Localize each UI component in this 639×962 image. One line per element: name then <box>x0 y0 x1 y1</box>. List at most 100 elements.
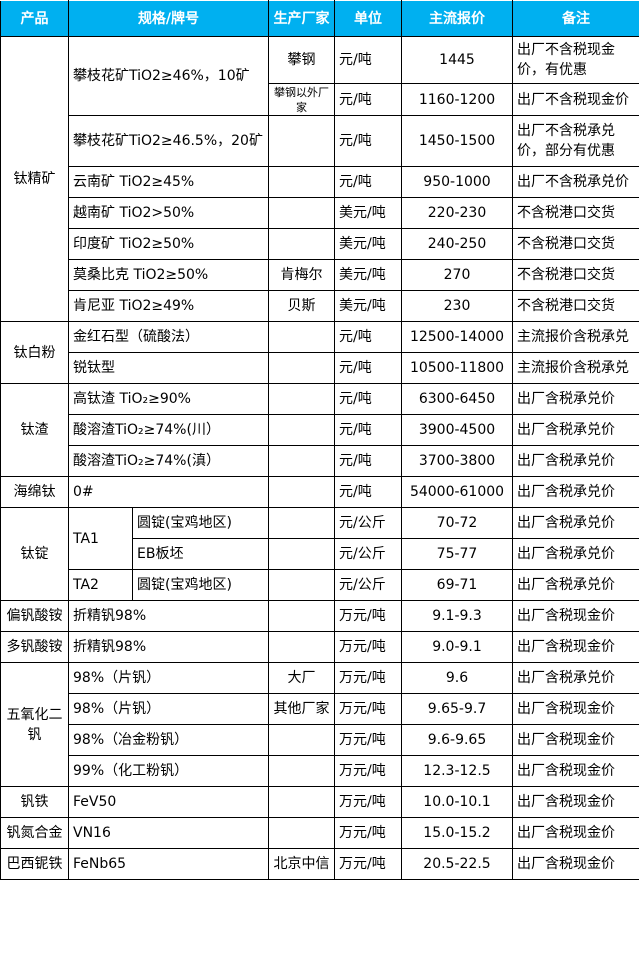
product-cell: 钒铁 <box>0 786 69 818</box>
table-row: EB板坯 元/公斤 75-77 出厂含税承兑价 <box>1 538 639 570</box>
unit-cell: 万元/吨 <box>334 724 402 756</box>
remark-cell: 出厂含税现金价 <box>512 724 639 756</box>
manufacturer-cell <box>268 538 335 570</box>
price-cell: 54000-61000 <box>401 476 513 508</box>
remark-cell: 出厂含税承兑价 <box>512 445 639 477</box>
table-row: 锐钛型 元/吨 10500-11800 主流报价含税承兑 <box>1 352 639 384</box>
price-cell: 10500-11800 <box>401 352 513 384</box>
table-row: 酸溶渣TiO₂≥74%(川） 元/吨 3900-4500 出厂含税承兑价 <box>1 414 639 446</box>
spec-cell: 圆锭(宝鸡地区) <box>132 569 269 601</box>
price-cell: 9.65-9.7 <box>401 693 513 725</box>
header-manufacturer: 生产厂家 <box>268 0 335 37</box>
spec-cell: 酸溶渣TiO₂≥74%(滇） <box>68 445 269 477</box>
manufacturer-cell <box>268 445 335 477</box>
table-row: 五氧化二钒 98%（片钒） 大厂 万元/吨 9.6 出厂含税承兑价 <box>0 662 639 787</box>
remark-cell: 不含税港口交货 <box>512 228 639 260</box>
unit-cell: 万元/吨 <box>334 693 402 725</box>
manufacturer-cell <box>268 786 335 818</box>
header-product: 产品 <box>0 0 69 37</box>
manufacturer-cell: 其他厂家 <box>268 693 335 725</box>
spec-cell: 99%（化工粉钒） <box>68 755 269 787</box>
manufacturer-cell <box>268 383 335 415</box>
remark-cell: 出厂含税承兑价 <box>512 414 639 446</box>
product-cell: 钒氮合金 <box>0 817 69 849</box>
spec-cell: EB板坯 <box>132 538 269 570</box>
remark-cell: 出厂不含税承兑价，部分有优惠 <box>512 115 639 167</box>
remark-cell: 出厂含税现金价 <box>512 817 639 849</box>
unit-cell: 美元/吨 <box>334 259 402 291</box>
table-row: 攀钢以外厂家 元/吨 1160-1200 出厂不含税现金价 <box>1 83 639 116</box>
table-row: 莫桑比克 TiO2≥50% 肯梅尔 美元/吨 270 不含税港口交货 <box>1 259 639 291</box>
table-header-row: 产品 规格/牌号 生产厂家 单位 主流报价 备注 <box>0 0 639 37</box>
price-cell: 69-71 <box>401 569 513 601</box>
unit-cell: 元/公斤 <box>334 507 402 539</box>
unit-cell: 万元/吨 <box>334 662 402 694</box>
price-cell: 9.1-9.3 <box>401 600 513 632</box>
spec-cell: 印度矿 TiO2≥50% <box>68 228 269 260</box>
manufacturer-cell <box>268 115 335 167</box>
price-cell: 220-230 <box>401 197 513 229</box>
product-cell: 偏钒酸铵 <box>0 600 69 632</box>
header-remark: 备注 <box>512 0 639 37</box>
header-unit: 单位 <box>334 0 402 37</box>
manufacturer-cell <box>268 817 335 849</box>
unit-cell: 元/吨 <box>334 414 402 446</box>
product-cell: 钛精矿 <box>0 36 69 322</box>
manufacturer-cell <box>268 600 335 632</box>
manufacturer-cell <box>268 228 335 260</box>
remark-cell: 出厂含税现金价 <box>512 848 639 880</box>
manufacturer-cell <box>268 569 335 601</box>
manufacturer-cell <box>268 321 335 353</box>
unit-cell: 元/吨 <box>334 476 402 508</box>
price-cell: 70-72 <box>401 507 513 539</box>
spec-cell: 攀枝花矿TiO2≥46.5%，20矿 <box>68 115 269 167</box>
manufacturer-cell <box>268 476 335 508</box>
price-cell: 230 <box>401 290 513 322</box>
product-cell: 巴西铌铁 <box>0 848 69 880</box>
table-row: 酸溶渣TiO₂≥74%(滇） 元/吨 3700-3800 出厂含税承兑价 <box>1 445 639 477</box>
unit-cell: 元/吨 <box>334 445 402 477</box>
manufacturer-cell: 攀钢以外厂家 <box>268 83 335 116</box>
product-cell: 钛白粉 <box>0 321 69 384</box>
header-spec: 规格/牌号 <box>68 0 269 37</box>
table-row: 钛锭 TA1 圆锭(宝鸡地区) 元/公斤 70-72 出厂含税承兑价 <box>0 507 639 601</box>
spec-cell: 高钛渣 TiO₂≥90% <box>68 383 269 415</box>
table-row: 钒氮合金 VN16 万元/吨 15.0-15.2 出厂含税现金价 <box>0 817 639 849</box>
remark-cell: 出厂不含税承兑价 <box>512 166 639 198</box>
product-cell: 五氧化二钒 <box>0 662 69 787</box>
price-cell: 1450-1500 <box>401 115 513 167</box>
manufacturer-cell <box>268 507 335 539</box>
spec-cell: 锐钛型 <box>68 352 269 384</box>
price-cell: 75-77 <box>401 538 513 570</box>
unit-cell: 元/吨 <box>334 383 402 415</box>
table-row: 钒铁 FeV50 万元/吨 10.0-10.1 出厂含税现金价 <box>0 786 639 818</box>
remark-cell: 出厂含税现金价 <box>512 600 639 632</box>
price-cell: 12.3-12.5 <box>401 755 513 787</box>
spec-cell: 莫桑比克 TiO2≥50% <box>68 259 269 291</box>
price-cell: 10.0-10.1 <box>401 786 513 818</box>
spec-cell: 折精钒98% <box>68 631 269 663</box>
table-row: 99%（化工粉钒） 万元/吨 12.3-12.5 出厂含税现金价 <box>1 755 639 787</box>
price-table: 产品 规格/牌号 生产厂家 单位 主流报价 备注 钛精矿 攀枝花矿TiO2≥46%… <box>0 0 639 880</box>
product-cell: 钛锭 <box>0 507 69 601</box>
manufacturer-cell <box>268 352 335 384</box>
price-cell: 15.0-15.2 <box>401 817 513 849</box>
price-cell: 9.6-9.65 <box>401 724 513 756</box>
spec-cell: TA2 <box>68 569 133 601</box>
unit-cell: 万元/吨 <box>334 631 402 663</box>
manufacturer-cell <box>268 197 335 229</box>
table-row: 钛精矿 攀枝花矿TiO2≥46%，10矿 攀钢 元/吨 1445 出厂不含税现金价，有优惠 <box>0 36 639 322</box>
spec-cell: FeNb65 <box>68 848 269 880</box>
spec-cell: 98%（片钒） <box>68 693 269 725</box>
spec-cell: 云南矿 TiO2≥45% <box>68 166 269 198</box>
manufacturer-cell: 攀钢 <box>268 36 335 84</box>
unit-cell: 美元/吨 <box>334 290 402 322</box>
unit-cell: 美元/吨 <box>334 197 402 229</box>
table-body: 钛精矿 攀枝花矿TiO2≥46%，10矿 攀钢 元/吨 1445 出厂不含税现金价，有优惠… <box>0 36 639 880</box>
spec-cell: 0# <box>68 476 269 508</box>
table-row: 越南矿 TiO2>50% 美元/吨 220-230 不含税港口交货 <box>1 197 639 229</box>
table-row: 钛白粉 金红石型（硫酸法） 元/吨 12500-14000 主流报价含税承兑 <box>0 321 639 384</box>
remark-cell: 出厂含税承兑价 <box>512 476 639 508</box>
spec-cell: 酸溶渣TiO₂≥74%(川） <box>68 414 269 446</box>
manufacturer-cell <box>268 631 335 663</box>
